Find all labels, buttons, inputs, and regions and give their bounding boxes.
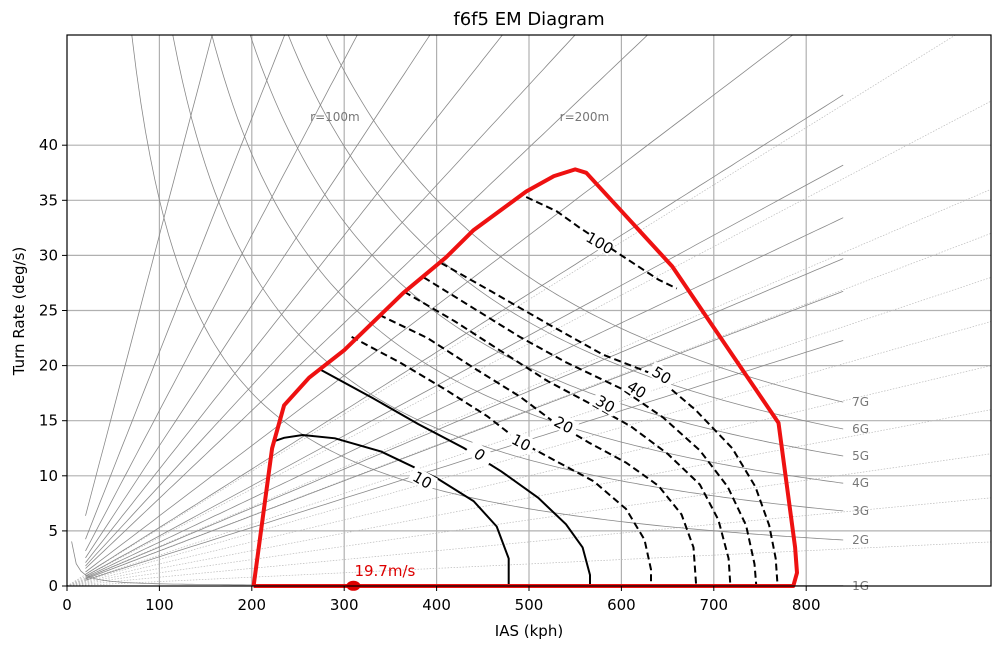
x-tick-label: 700	[699, 596, 728, 614]
radius-curve	[85, 340, 844, 581]
radius-curve	[85, 258, 844, 579]
radius-curve	[85, 290, 844, 580]
x-tick-label: 200	[237, 596, 266, 614]
sep-label-bg	[407, 465, 438, 493]
radius-curve	[85, 35, 649, 569]
y-tick-label: 10	[39, 467, 58, 485]
x-tick-label: 300	[330, 596, 359, 614]
x-tick-label: 500	[515, 596, 544, 614]
sep-label-bg	[646, 360, 678, 389]
radius-curve	[85, 35, 794, 573]
sep-label-bg	[621, 375, 653, 403]
flight-envelope	[251, 167, 799, 588]
sep-contours	[272, 196, 779, 586]
x-tick-label: 400	[422, 596, 451, 614]
radius-curve	[85, 164, 844, 577]
g-load-curve	[131, 35, 844, 541]
g-load-label: 5G	[852, 449, 869, 463]
guide-curves	[67, 35, 991, 586]
y-tick-label: 40	[39, 136, 58, 154]
y-tick-label: 5	[48, 522, 58, 540]
y-tick-label: 0	[48, 577, 58, 595]
sep-label-bg	[464, 439, 496, 469]
g-load-label: 6G	[852, 422, 869, 436]
sep-contour--10	[272, 433, 510, 586]
x-tick-label: 100	[145, 596, 174, 614]
sep-label-bg	[584, 228, 616, 256]
sep-contour-40	[423, 276, 758, 586]
sep-label-bg	[548, 411, 580, 438]
sep-label-bg	[506, 428, 537, 456]
x-tick-label: 800	[792, 596, 821, 614]
sep-contour-20	[378, 313, 698, 586]
g-load-curve	[172, 35, 844, 512]
radial-guide-line	[67, 541, 991, 586]
sep-contour-100	[525, 196, 678, 290]
radial-guide-line	[67, 409, 991, 586]
g-load-curve	[287, 35, 844, 430]
annotation: 19.7m/s	[346, 562, 416, 591]
axis-ticks: 0 100 200 300 400 500 600 700 800 0 5 10 15 20 25 30 35 4…	[39, 136, 821, 614]
sep-contour-10	[351, 336, 652, 586]
sep-contour-30	[403, 290, 732, 586]
g-load-label: 4G	[852, 476, 869, 490]
radius-curve	[85, 35, 503, 563]
x-axis-label: IAS (kph)	[495, 622, 563, 640]
y-tick-label: 15	[39, 412, 58, 430]
radial-guide-line	[67, 188, 991, 586]
radius-label: r=200m	[560, 110, 610, 124]
x-tick-label: 600	[607, 596, 636, 614]
g-load-curve	[211, 35, 844, 484]
y-tick-label: 20	[39, 357, 58, 375]
radius-curve	[85, 35, 576, 567]
y-tick-label: 25	[39, 302, 58, 320]
radial-guide-line	[67, 365, 991, 586]
radius-curve	[85, 35, 286, 540]
envelope	[251, 167, 799, 588]
sep-label-bg	[590, 389, 621, 417]
chart-title: f6f5 EM Diagram	[453, 9, 604, 30]
radius-curve	[85, 35, 213, 516]
y-tick-label: 35	[39, 191, 58, 209]
g-load-curve	[325, 35, 844, 403]
radial-guide-line	[67, 277, 991, 586]
radius-label: r=100m	[310, 110, 360, 124]
speed-annotation: 19.7m/s	[354, 562, 415, 580]
radial-guide-line	[67, 453, 991, 586]
y-tick-label: 30	[39, 246, 58, 264]
sep-contour-50	[440, 262, 779, 586]
g-load-label: 2G	[852, 533, 869, 547]
g-load-label: 3G	[852, 504, 869, 518]
radius-curve	[85, 94, 844, 575]
sep-contour-0	[320, 369, 591, 586]
x-tick-label: 0	[62, 596, 72, 614]
radius-curve	[85, 35, 358, 552]
y-axis-label: Turn Rate (deg/s)	[10, 247, 28, 377]
radial-guide-line	[67, 35, 957, 586]
radius-curve	[85, 217, 844, 578]
g-load-label: 7G	[852, 395, 869, 409]
radius-curve	[85, 35, 431, 559]
